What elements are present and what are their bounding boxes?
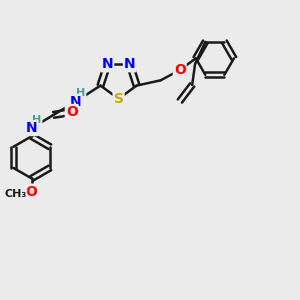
Text: O: O [26, 184, 38, 199]
Text: CH₃: CH₃ [4, 189, 27, 199]
Text: N: N [102, 57, 113, 71]
Text: O: O [174, 63, 186, 77]
Text: O: O [66, 105, 78, 119]
Text: N: N [124, 57, 136, 71]
Text: N: N [26, 121, 38, 135]
Text: H: H [32, 115, 41, 125]
Text: S: S [114, 92, 124, 106]
Text: H: H [76, 88, 86, 98]
Text: N: N [70, 95, 81, 109]
